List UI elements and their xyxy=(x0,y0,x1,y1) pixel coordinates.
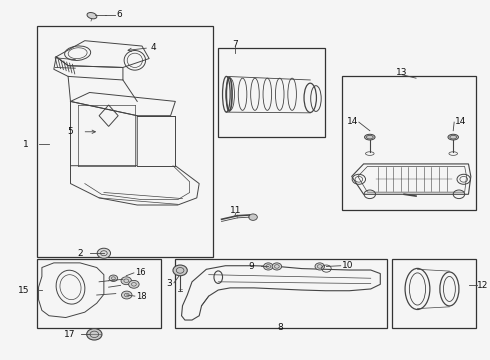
Text: 2: 2 xyxy=(78,249,83,258)
Circle shape xyxy=(129,280,139,288)
Bar xyxy=(342,76,476,210)
Text: 7: 7 xyxy=(232,40,238,49)
Circle shape xyxy=(272,263,282,270)
Ellipse shape xyxy=(365,134,375,140)
Text: 10: 10 xyxy=(342,261,354,270)
Text: 17: 17 xyxy=(64,330,75,339)
Text: 13: 13 xyxy=(396,68,408,77)
Bar xyxy=(37,26,214,257)
Bar xyxy=(175,258,388,328)
Text: 16: 16 xyxy=(135,268,146,277)
Bar xyxy=(37,258,161,328)
Ellipse shape xyxy=(448,134,459,140)
Text: 14: 14 xyxy=(346,117,358,126)
Text: 15: 15 xyxy=(18,285,29,294)
Text: 4: 4 xyxy=(150,43,156,52)
Circle shape xyxy=(121,277,131,285)
Text: 18: 18 xyxy=(136,292,147,301)
Text: 11: 11 xyxy=(230,206,242,215)
Circle shape xyxy=(97,248,111,258)
Circle shape xyxy=(315,263,324,270)
Text: 6: 6 xyxy=(116,10,122,19)
Circle shape xyxy=(264,263,273,270)
Circle shape xyxy=(249,214,257,220)
Text: 8: 8 xyxy=(277,323,283,332)
Text: 14: 14 xyxy=(455,117,466,126)
Bar xyxy=(392,258,476,328)
Circle shape xyxy=(173,265,187,276)
Circle shape xyxy=(87,329,102,340)
Bar xyxy=(218,48,325,137)
Ellipse shape xyxy=(87,13,97,19)
Text: 12: 12 xyxy=(477,281,489,290)
Text: 5: 5 xyxy=(67,127,73,136)
Circle shape xyxy=(109,275,118,282)
Text: 1: 1 xyxy=(24,140,29,149)
Text: 3: 3 xyxy=(166,279,172,288)
Circle shape xyxy=(122,291,132,299)
Text: 9: 9 xyxy=(248,262,254,271)
